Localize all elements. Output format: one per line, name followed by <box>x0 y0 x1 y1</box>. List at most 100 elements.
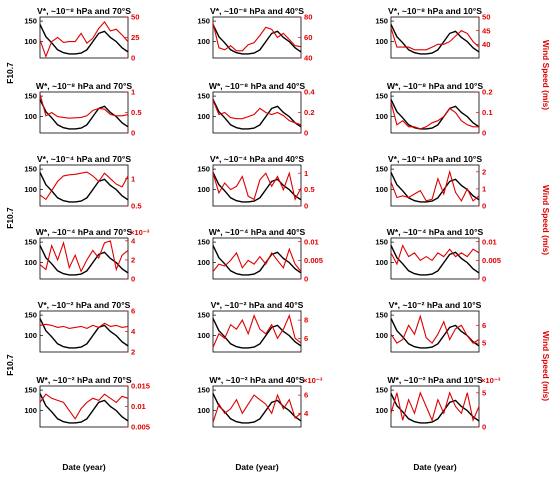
right-tick-label: 2 <box>131 348 135 357</box>
right-tick-label: 0.005 <box>131 423 151 432</box>
panel-title: W*, ~10⁻² hPa and 10°S <box>387 375 482 385</box>
panel-title: V*, ~10⁻² hPa and 40°S <box>211 300 304 310</box>
panel-3: V*, ~10⁻⁸ hPa and 10°S150100504540020610… <box>375 6 491 59</box>
right-tick-label: 0 <box>304 275 308 284</box>
left-tick-label: 150 <box>375 165 388 174</box>
right-tick-label: 0.2 <box>482 88 493 97</box>
right-tick-label: 40 <box>304 54 312 63</box>
panel-title: V*, ~10⁻² hPa and 70°S <box>38 300 131 310</box>
f107-label-bottom: F10.7 <box>5 354 15 376</box>
left-tick-label: 100 <box>197 258 210 267</box>
left-tick-label: 150 <box>24 17 37 26</box>
right-axis-exponent: ×10⁻³ <box>303 376 323 385</box>
wind-speed-line <box>390 314 480 344</box>
wind-speed-line <box>390 244 480 266</box>
f107-line <box>390 245 480 276</box>
right-tick-label: 4 <box>131 327 136 336</box>
right-tick-label: 2 <box>482 167 486 176</box>
panel-4: W*, ~10⁻⁸ hPa and 70°S15010010.500206101… <box>24 81 142 138</box>
right-tick-label: 80 <box>304 13 312 22</box>
right-tick-label: 6 <box>482 321 486 330</box>
left-tick-label: 150 <box>375 238 388 247</box>
right-tick-label: 0.5 <box>131 202 142 211</box>
f107-line <box>390 99 480 130</box>
panel-frame <box>212 385 302 428</box>
panel-title: V*, ~10⁻⁴ hPa and 10°S <box>388 154 482 164</box>
left-tick-label: 150 <box>375 386 388 395</box>
panel-frame <box>390 164 480 207</box>
right-tick-label: 0.01 <box>304 237 320 246</box>
panel-title: W*, ~10⁻² hPa and 70°S <box>36 375 131 385</box>
panel-title: V*, ~10⁻² hPa and 10°S <box>389 300 482 310</box>
left-tick-label: 100 <box>24 258 37 267</box>
wind-speed-line <box>39 93 129 119</box>
wind-speed-line <box>39 322 129 329</box>
right-tick-label: 25 <box>131 33 140 42</box>
right-tick-label: 1 <box>482 185 487 194</box>
panel-title: V*, ~10⁻⁸ hPa and 70°S <box>37 6 131 16</box>
wind-speed-line <box>212 313 302 348</box>
right-tick-label: 0.005 <box>482 256 502 265</box>
date-axis-label-middle: Date (year) <box>235 462 279 472</box>
panel-12: W*, ~10⁻⁴ hPa and 10°S1501000.010.005002… <box>375 227 502 284</box>
right-tick-label: 6 <box>304 334 308 343</box>
wind-speed-line <box>390 27 480 51</box>
left-tick-label: 150 <box>375 17 388 26</box>
panel-10: W*, ~10⁻⁴ hPa and 70°S150100420×10⁻³0206… <box>24 227 150 284</box>
panel-title: W*, ~10⁻⁴ hPa and 40°S <box>209 227 306 237</box>
f107-line <box>39 245 129 276</box>
left-tick-label: 100 <box>375 112 388 121</box>
f107-label-middle: F10.7 <box>5 207 15 229</box>
right-tick-label: 5 <box>482 388 487 397</box>
panel-18: W*, ~10⁻² hPa and 10°S15010050×10⁻³02061… <box>375 375 501 432</box>
f107-line <box>39 172 129 203</box>
panel-2: V*, ~10⁻⁸ hPa and 40°S150100806040020610… <box>197 6 312 63</box>
wind-speed-line <box>39 393 129 420</box>
left-tick-label: 150 <box>197 238 210 247</box>
right-tick-label: 0 <box>131 129 135 138</box>
right-tick-label: 60 <box>304 33 312 42</box>
panel-title: V*, ~10⁻⁴ hPa and 70°S <box>37 154 131 164</box>
left-tick-label: 100 <box>197 331 210 340</box>
right-tick-label: 5 <box>482 339 487 348</box>
right-tick-label: 0.2 <box>304 108 315 117</box>
f107-line <box>212 99 302 130</box>
wind-speed-line <box>212 99 302 126</box>
f107-line <box>39 24 129 55</box>
left-tick-label: 150 <box>24 92 37 101</box>
right-tick-label: 0.005 <box>304 256 324 265</box>
wind-speed-line <box>212 22 302 52</box>
right-tick-label: 0 <box>482 202 486 211</box>
left-tick-label: 150 <box>197 311 210 320</box>
left-tick-label: 100 <box>24 37 37 46</box>
wind-speed-label-middle: Wind Speed (m/s) <box>541 185 550 255</box>
left-tick-label: 100 <box>375 406 388 415</box>
right-tick-label: 50 <box>482 13 490 22</box>
wind-speed-line <box>39 171 129 201</box>
wind-speed-line <box>212 171 302 202</box>
right-axis-exponent: ×10⁻³ <box>481 376 501 385</box>
panel-title: W*, ~10⁻² hPa and 40°S <box>209 375 304 385</box>
left-tick-label: 100 <box>197 185 210 194</box>
right-tick-label: 0 <box>482 275 486 284</box>
panel-grid: V*, ~10⁻⁸ hPa and 70°S150100502500206101… <box>24 6 502 432</box>
left-tick-label: 150 <box>197 92 210 101</box>
right-tick-label: 1 <box>304 169 309 178</box>
wind-speed-line <box>39 240 129 273</box>
panel-frame <box>212 164 302 207</box>
wind-speed-line <box>390 102 479 130</box>
f107-label-top: F10.7 <box>5 62 15 84</box>
wind-speed-label-top: Wind Speed (m/s) <box>541 40 550 110</box>
right-tick-label: 6 <box>131 307 135 316</box>
left-tick-label: 150 <box>197 165 210 174</box>
panel-title: W*, ~10⁻⁴ hPa and 70°S <box>36 227 133 237</box>
left-tick-label: 100 <box>375 185 388 194</box>
panel-9: V*, ~10⁻⁴ hPa and 10°S150100210020610141… <box>375 154 487 211</box>
wind-speed-line <box>212 247 302 272</box>
left-tick-label: 150 <box>24 238 37 247</box>
left-tick-label: 100 <box>197 112 210 121</box>
left-tick-label: 150 <box>24 386 37 395</box>
wind-speed-line <box>39 20 129 58</box>
right-tick-label: 0.015 <box>131 382 151 391</box>
